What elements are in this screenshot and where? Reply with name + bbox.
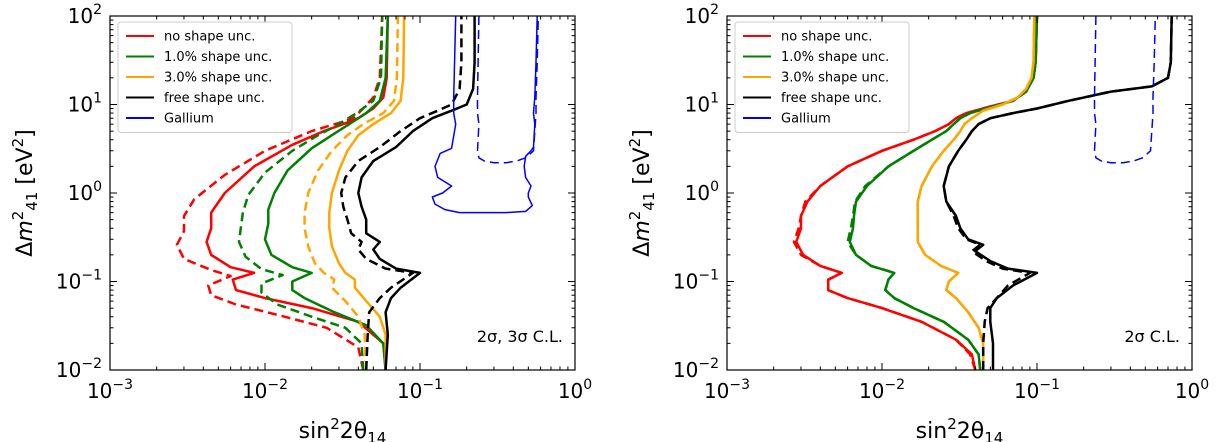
legend: no shape unc. 1.0% shape unc. 3.0% shape u… <box>734 21 910 133</box>
legend-label: free shape unc. <box>164 91 265 106</box>
plot-panel-1: 10−3 10−2 10−1 10010−210−1100101102sin22θ14… <box>9 2 592 442</box>
legend-label: 3.0% shape unc. <box>164 71 272 86</box>
series-line-4 <box>237 16 384 370</box>
legend: no shape unc. 1.0% shape unc. 3.0% shape u… <box>117 21 293 133</box>
series-line-2 <box>175 16 384 370</box>
series-line-7 <box>357 16 476 370</box>
series-line-6 <box>303 16 400 370</box>
legend-label: Gallium <box>781 112 831 127</box>
y-axis-label: Δm241 [eV2] <box>9 129 41 256</box>
series-line-9 <box>1093 16 1157 164</box>
series-line-9 <box>431 16 538 214</box>
y-tick-label: 100 <box>685 179 719 205</box>
y-tick-label: 102 <box>68 2 102 28</box>
series-group <box>792 16 1173 370</box>
ticks <box>726 15 1193 371</box>
x-tick-label: 10−1 <box>397 377 443 403</box>
y-tick-label: 10−2 <box>673 356 719 382</box>
series-line-5 <box>328 16 406 370</box>
legend-box <box>734 21 910 133</box>
x-axis-label: sin22θ14 <box>299 415 387 442</box>
series-line-7 <box>942 16 1173 370</box>
series-line-8 <box>942 16 1173 370</box>
x-tick-label: 10−2 <box>242 377 288 403</box>
y-tick-label: 10−2 <box>56 356 102 382</box>
legend-label: 1.0% shape unc. <box>781 50 889 65</box>
y-tick-label: 101 <box>68 91 102 117</box>
x-tick-label: 100 <box>558 377 592 403</box>
legend-box <box>117 21 293 133</box>
y-tick-label: 10−1 <box>56 268 102 294</box>
legend-label: 1.0% shape unc. <box>164 50 272 65</box>
series-line-3 <box>263 16 390 370</box>
y-tick-label: 102 <box>685 2 719 28</box>
legend-label: 3.0% shape unc. <box>781 71 889 86</box>
x-tick-label: 100 <box>1175 377 1209 403</box>
ticks <box>109 15 576 371</box>
series-line-10 <box>476 16 540 164</box>
y-tick-label: 101 <box>685 91 719 117</box>
confidence-level-label: 2σ, 3σ C.L. <box>477 327 563 346</box>
series-group <box>175 16 540 370</box>
x-tick-label: 10−2 <box>859 377 905 403</box>
legend-label: free shape unc. <box>781 91 882 106</box>
series-line-8 <box>339 16 463 370</box>
confidence-level-label: 2σ C.L. <box>1124 327 1180 346</box>
x-axis-label: sin22θ14 <box>916 415 1004 442</box>
series-line-6 <box>916 16 1036 370</box>
x-tick-label: 10−3 <box>704 377 750 403</box>
x-tick-label: 10−3 <box>87 377 133 403</box>
x-tick-label: 10−1 <box>1014 377 1060 403</box>
legend-label: no shape unc. <box>164 30 255 45</box>
y-axis-label: Δm241 [eV2] <box>626 129 658 256</box>
y-tick-label: 100 <box>68 179 102 205</box>
legend-label: Gallium <box>164 112 214 127</box>
legend-label: no shape unc. <box>781 30 872 45</box>
plot-panel-2: 10−3 10−2 10−1 10010−210−1100101102sin22θ14… <box>626 2 1209 442</box>
y-tick-label: 10−1 <box>673 268 719 294</box>
